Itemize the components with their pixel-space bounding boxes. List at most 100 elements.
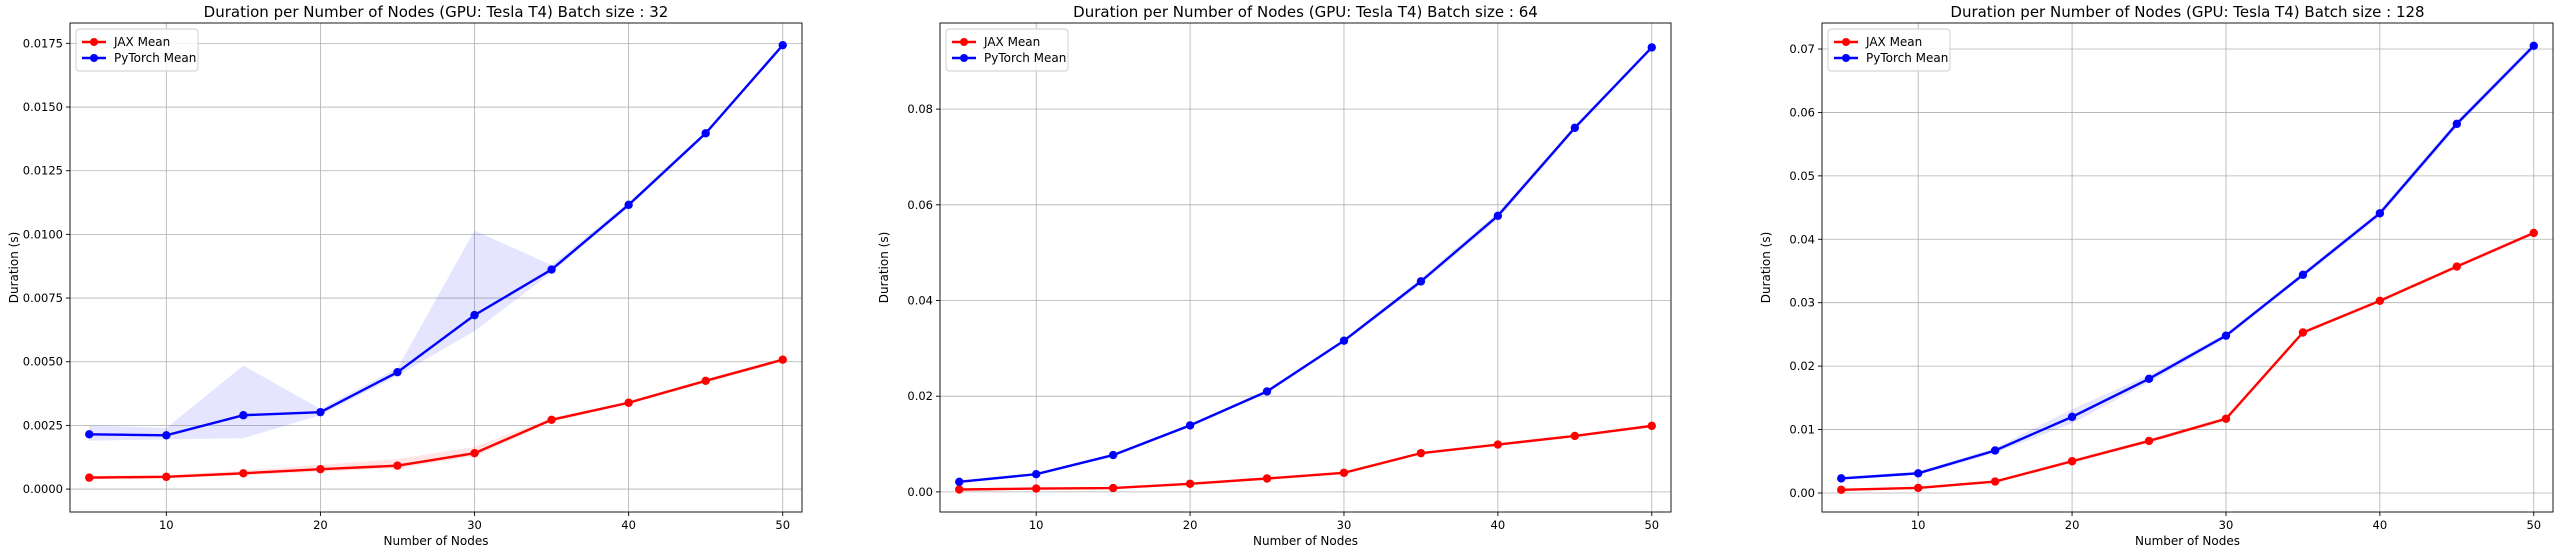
data-point-jax — [1570, 431, 1580, 441]
data-point-jax — [1837, 485, 1846, 495]
data-point-jax — [162, 472, 171, 482]
data-point-pytorch — [393, 367, 402, 377]
data-point-jax — [701, 376, 710, 386]
legend-label-jax: JAX Mean — [1865, 35, 1922, 49]
legend-box — [75, 28, 199, 72]
data-point-jax — [85, 473, 94, 482]
series-line-jax — [1841, 231, 2535, 492]
data-point-jax — [1339, 468, 1349, 477]
y-tick-label: 0.00 — [1789, 486, 1815, 500]
x-tick-label: 50 — [2526, 518, 2541, 532]
data-point-jax — [2452, 262, 2462, 271]
data-point-pytorch — [2298, 270, 2308, 279]
legend-box — [945, 28, 1069, 72]
y-tick-label: 0.04 — [1789, 232, 1815, 246]
legend-label-jax: JAX Mean — [113, 35, 170, 49]
data-point-pytorch — [778, 40, 787, 50]
y-tick-label: 0.06 — [907, 198, 933, 212]
data-point-pytorch — [1262, 387, 1272, 396]
legend-box — [1827, 28, 1951, 72]
y-axis-label: Duration (s) — [7, 232, 21, 304]
data-point-jax — [2529, 228, 2538, 238]
data-point-pytorch — [1185, 421, 1195, 430]
data-point-jax — [1108, 483, 1118, 493]
y-tick-label: 0.0100 — [23, 227, 63, 241]
y-tick-label: 0.0025 — [23, 418, 63, 432]
legend-marker-pytorch — [960, 54, 968, 62]
plot-area — [940, 23, 1671, 512]
chart-1: 10 20 30 40 50 0.0000 0.0025 0.0050 0.0075 0.0100… — [7, 3, 803, 548]
legend-label-pytorch: PyTorch Mean — [1866, 51, 1948, 65]
data-point-jax — [2144, 436, 2154, 446]
chart-2: 10 20 30 40 50 0.00 0.02 0.04 0.06 0.08 Duration p… — [877, 3, 1672, 548]
data-point-jax — [1031, 484, 1041, 493]
axes-frame — [69, 22, 803, 513]
legend-marker-jax — [1842, 38, 1850, 46]
data-point-pytorch — [2375, 209, 2385, 218]
data-point-jax — [1262, 474, 1272, 483]
x-tick-label: 40 — [2373, 518, 2388, 532]
data-point-jax — [316, 465, 325, 474]
data-point-jax — [2375, 296, 2385, 305]
axes-frame — [939, 22, 1672, 513]
series-line-jax — [959, 424, 1652, 491]
y-tick-label: 0.02 — [1789, 359, 1815, 373]
x-tick-label: 20 — [313, 518, 328, 532]
data-point-jax — [2221, 414, 2231, 423]
legend-marker-jax — [90, 38, 98, 46]
y-tick-label: 0.0150 — [23, 100, 63, 114]
series-line-jax — [89, 358, 784, 479]
data-point-pytorch — [1570, 123, 1580, 132]
data-point-jax — [547, 415, 556, 425]
axes-frame — [1821, 22, 2554, 513]
series-line-pytorch — [959, 46, 1653, 484]
data-point-pytorch — [955, 477, 964, 487]
legend-label-jax: JAX Mean — [983, 35, 1040, 49]
data-point-jax — [1185, 479, 1195, 488]
data-point-jax — [778, 355, 787, 364]
data-point-jax — [1913, 483, 1923, 493]
data-point-jax — [393, 461, 402, 470]
data-point-pytorch — [1990, 446, 2000, 455]
data-point-pytorch — [1913, 469, 1923, 478]
x-tick-label: 10 — [1911, 518, 1926, 532]
data-point-pytorch — [1031, 470, 1041, 479]
data-point-pytorch — [1837, 474, 1846, 483]
data-point-pytorch — [2452, 119, 2462, 129]
plot-area — [70, 23, 802, 512]
y-tick-label: 0.00 — [907, 485, 933, 499]
y-tick-label: 0.0050 — [23, 355, 63, 369]
series-line-pytorch — [1841, 44, 2535, 480]
data-point-pytorch — [239, 411, 248, 420]
y-axis-label: Duration (s) — [1759, 232, 1773, 304]
y-tick-label: 0.0125 — [23, 164, 63, 178]
x-tick-label: 10 — [159, 518, 174, 532]
chart-3: 10 20 30 40 50 0.00 0.01 0.02 0.03 0.04 0.05 0.06 0.… — [1759, 3, 2554, 548]
y-tick-label: 0.05 — [1789, 169, 1815, 183]
x-axis-label: Number of Nodes — [384, 534, 489, 548]
data-point-jax — [1416, 448, 1426, 458]
x-tick-label: 30 — [1337, 518, 1352, 532]
x-axis-label: Number of Nodes — [2135, 534, 2240, 548]
x-tick-label: 50 — [1644, 518, 1659, 532]
data-point-pytorch — [1339, 336, 1349, 345]
data-point-pytorch — [2067, 412, 2077, 422]
data-point-jax — [470, 448, 479, 458]
data-point-pytorch — [85, 430, 94, 439]
data-point-jax — [955, 485, 964, 494]
data-point-jax — [1647, 421, 1656, 431]
y-tick-label: 0.01 — [1789, 423, 1815, 437]
x-tick-label: 40 — [1491, 518, 1506, 532]
legend-marker-pytorch — [1842, 54, 1850, 62]
x-tick-label: 50 — [775, 518, 790, 532]
x-tick-label: 30 — [467, 518, 482, 532]
y-tick-label: 0.0175 — [23, 36, 63, 50]
y-tick-label: 0.06 — [1789, 105, 1815, 119]
y-tick-label: 0.04 — [907, 294, 933, 308]
y-tick-label: 0.0000 — [23, 482, 63, 496]
data-point-jax — [2067, 457, 2077, 466]
x-tick-label: 30 — [2219, 518, 2234, 532]
x-tick-label: 20 — [1183, 518, 1198, 532]
